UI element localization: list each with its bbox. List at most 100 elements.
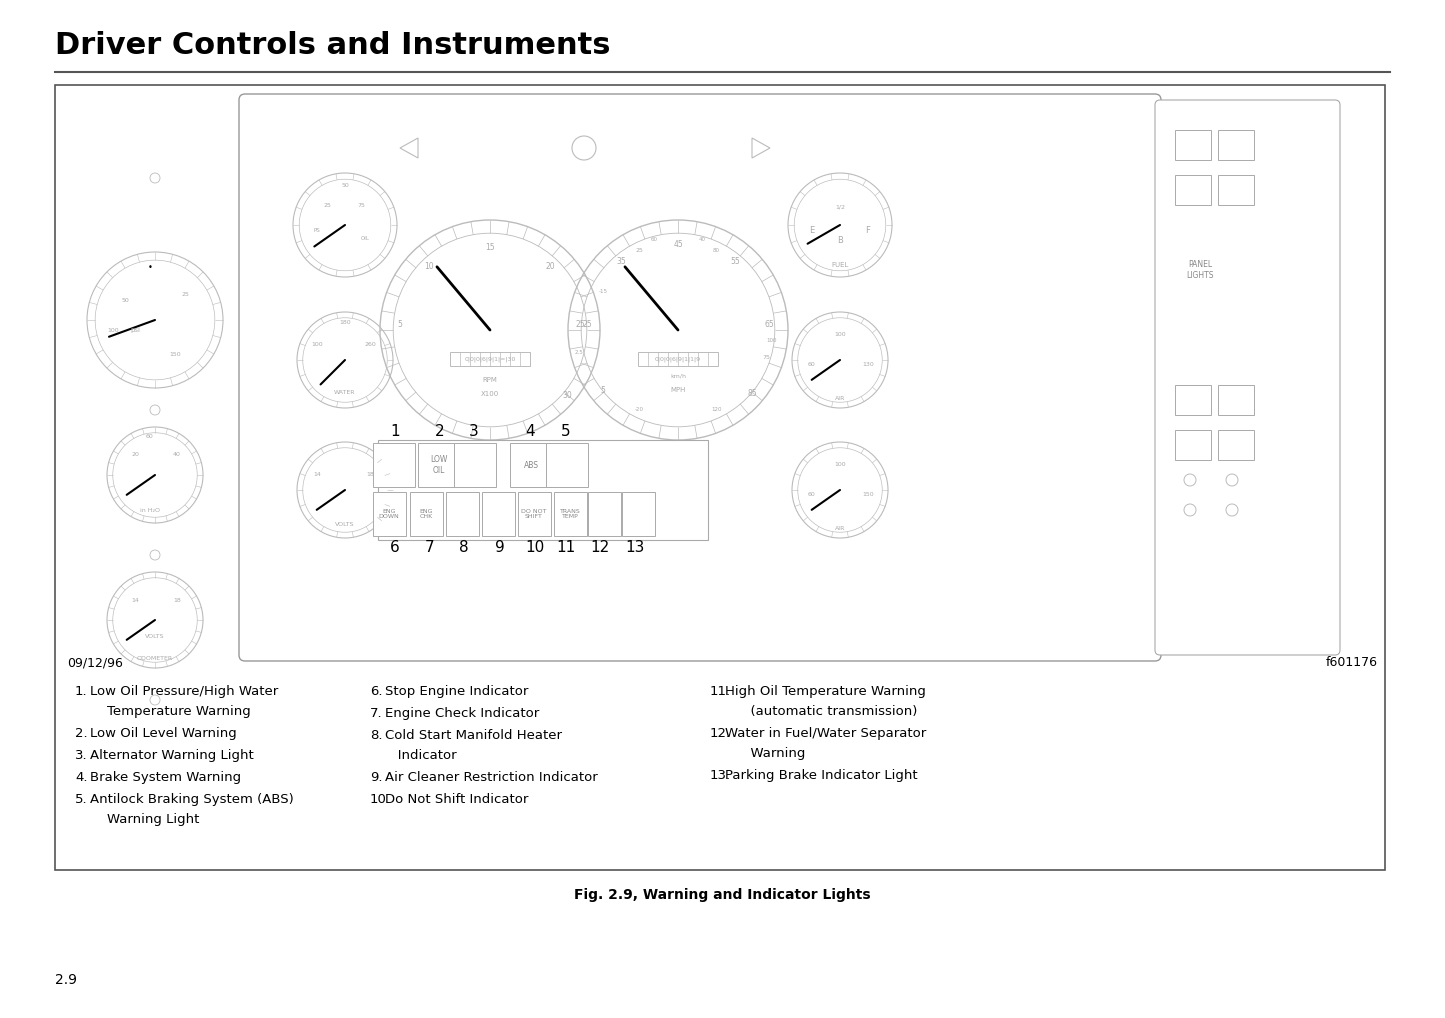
Text: 100: 100	[834, 462, 845, 467]
Bar	[410, 492, 444, 536]
Text: 11.: 11.	[709, 685, 731, 698]
Bar	[546, 443, 588, 487]
Text: PANEL
LIGHTS: PANEL LIGHTS	[1186, 261, 1214, 280]
Text: 18: 18	[173, 598, 181, 603]
Text: 40: 40	[173, 452, 181, 457]
Text: 50: 50	[341, 182, 348, 187]
Bar	[418, 443, 460, 487]
Text: 45: 45	[673, 239, 683, 248]
Bar	[373, 492, 406, 536]
Text: 2: 2	[435, 425, 445, 440]
Bar	[1175, 130, 1211, 160]
Text: 60: 60	[650, 237, 657, 242]
Text: Indicator: Indicator	[384, 749, 457, 762]
Text: 60: 60	[146, 434, 153, 439]
Text: Driver Controls and Instruments: Driver Controls and Instruments	[55, 31, 610, 59]
Text: -20: -20	[634, 407, 644, 411]
Text: 20: 20	[546, 262, 555, 271]
Text: f601176: f601176	[1327, 656, 1379, 669]
Text: 260: 260	[364, 342, 376, 347]
Text: Air Cleaner Restriction Indicator: Air Cleaner Restriction Indicator	[384, 771, 598, 784]
FancyBboxPatch shape	[1155, 100, 1340, 655]
Text: 100: 100	[311, 342, 322, 347]
Text: 30: 30	[562, 392, 572, 400]
Text: LOW
OIL: LOW OIL	[431, 455, 448, 474]
Text: -15: -15	[598, 289, 608, 294]
Text: Warning: Warning	[725, 747, 805, 760]
Text: Low Oil Level Warning: Low Oil Level Warning	[90, 727, 237, 740]
Text: Warning Light: Warning Light	[90, 813, 199, 826]
Bar	[1218, 430, 1254, 460]
Text: VOLTS: VOLTS	[335, 521, 355, 526]
Text: 75: 75	[357, 203, 366, 208]
Text: 60: 60	[808, 493, 816, 498]
Text: 3.: 3.	[75, 749, 88, 762]
Text: 9: 9	[496, 541, 504, 556]
Bar	[517, 492, 551, 536]
Bar	[447, 492, 478, 536]
Text: 1.: 1.	[75, 685, 88, 698]
Text: 6.: 6.	[370, 685, 383, 698]
Text: Water in Fuel/Water Separator: Water in Fuel/Water Separator	[725, 727, 926, 740]
Text: Do Not Shift Indicator: Do Not Shift Indicator	[384, 793, 529, 806]
Bar	[454, 443, 496, 487]
Text: 130: 130	[863, 362, 874, 367]
Text: ENG
DOWN: ENG DOWN	[379, 509, 399, 519]
Text: 4.: 4.	[75, 771, 88, 784]
Text: FUEL: FUEL	[831, 262, 848, 268]
Text: 150: 150	[169, 352, 181, 357]
Text: 100: 100	[834, 333, 845, 338]
Bar	[621, 492, 655, 536]
Text: 14: 14	[314, 472, 321, 477]
Text: 12: 12	[591, 541, 610, 556]
Bar	[510, 443, 552, 487]
Text: 5: 5	[397, 320, 402, 329]
Text: 100: 100	[766, 339, 777, 343]
Text: F: F	[866, 226, 870, 234]
Text: PS: PS	[314, 227, 321, 232]
Bar	[588, 492, 621, 536]
FancyBboxPatch shape	[238, 94, 1160, 661]
Text: 14: 14	[131, 598, 139, 603]
Text: 20: 20	[131, 452, 139, 457]
Text: 0|0|0|6|9|1|=|30: 0|0|0|6|9|1|=|30	[464, 356, 516, 361]
Text: 7: 7	[425, 541, 435, 556]
Text: Low Oil Pressure/High Water: Low Oil Pressure/High Water	[90, 685, 279, 698]
Text: B: B	[837, 235, 842, 244]
Text: 2.: 2.	[75, 727, 88, 740]
Text: 5: 5	[601, 386, 605, 395]
Text: High Oil Temperature Warning: High Oil Temperature Warning	[725, 685, 926, 698]
Text: ABS: ABS	[523, 460, 539, 469]
Bar	[639, 352, 718, 366]
Text: Cold Start Manifold Heater: Cold Start Manifold Heater	[384, 729, 562, 742]
Text: 12.: 12.	[709, 727, 731, 740]
Text: (automatic transmission): (automatic transmission)	[725, 705, 918, 718]
Text: 13: 13	[626, 541, 644, 556]
Text: 50: 50	[121, 297, 129, 302]
Text: Stop Engine Indicator: Stop Engine Indicator	[384, 685, 529, 698]
Text: AIR: AIR	[835, 396, 845, 400]
Bar	[1218, 175, 1254, 205]
Text: 6: 6	[390, 541, 400, 556]
Text: 180: 180	[340, 320, 351, 325]
Text: 8: 8	[460, 541, 468, 556]
Text: RPM: RPM	[483, 377, 497, 383]
Bar	[553, 492, 587, 536]
Text: 11: 11	[556, 541, 575, 556]
Text: 100: 100	[107, 328, 118, 333]
Text: 7.: 7.	[370, 706, 383, 720]
Text: 35: 35	[616, 258, 626, 267]
Text: E: E	[809, 226, 815, 234]
Text: ODOMETER: ODOMETER	[137, 656, 173, 661]
Text: VOLTS: VOLTS	[146, 633, 165, 638]
FancyBboxPatch shape	[55, 84, 1384, 870]
Bar	[1175, 430, 1211, 460]
Text: 25: 25	[181, 292, 189, 297]
Text: 55: 55	[730, 258, 740, 267]
Bar	[1218, 130, 1254, 160]
Text: 25: 25	[324, 203, 331, 208]
Text: 09/12/96: 09/12/96	[66, 656, 123, 669]
Text: •: •	[147, 264, 152, 273]
Text: 4: 4	[525, 425, 535, 440]
Text: 0|0|0|6|9|1|1|9: 0|0|0|6|9|1|1|9	[655, 356, 701, 361]
